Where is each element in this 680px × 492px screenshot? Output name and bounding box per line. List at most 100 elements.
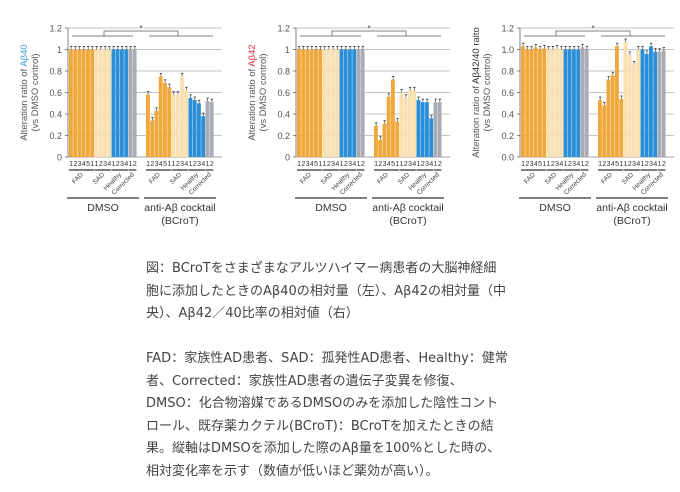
subgroup-label: FAD (299, 171, 313, 185)
bar-number-label: 3 (155, 161, 159, 168)
bar (184, 90, 189, 157)
bar (81, 49, 86, 157)
group-label: anti-Aβ cocktail (144, 202, 215, 214)
bar-number-label: 4 (159, 161, 163, 168)
subgroup-label: SAD (320, 171, 335, 186)
legend-line: ロール、既存薬カクテル(BCroT)：BCroTを加えたときの結 (146, 418, 494, 434)
significance-bracket (103, 30, 179, 36)
group-label: anti-Aβ cocktail (596, 202, 667, 214)
significance-bracket (555, 30, 631, 36)
bar-number-label: 1 (624, 161, 628, 168)
bar-number-label: 5 (86, 161, 90, 168)
bar-number-label: 1 (434, 161, 438, 168)
bar-number-label: 4 (387, 161, 391, 168)
bar-number-label: 3 (408, 161, 412, 168)
bar-number-label: 2 (301, 161, 305, 168)
abeta40-chart: 0 0.2 0.4 0.6 0.8 1 1.2 Alteration ratio of Aβ4… (0, 0, 226, 240)
subgroup-label: FAD (71, 171, 85, 185)
bar-number-label: 4 (559, 161, 563, 168)
bar-number-label: 2 (193, 161, 197, 168)
bar-number-label: 4 (611, 161, 615, 168)
y-tick-label: 0 (285, 153, 290, 163)
bar-number-label: 1 (564, 161, 568, 168)
bar-number-label: 4 (107, 161, 111, 168)
bar-chart-svg: 0.0 0.2 0.4 0.6 0.8 1.0 1.2 Alteration ratio of… (471, 24, 674, 227)
bar (301, 49, 306, 157)
group-label: DMSO (315, 202, 347, 214)
y-axis-label-line2: (vs DMSO control) (30, 53, 41, 131)
bar-number-label: 3 (348, 161, 352, 168)
bar-number-label: 2 (602, 161, 606, 168)
bar-number-label: 4 (534, 161, 538, 168)
bar (128, 49, 133, 157)
bar (175, 94, 180, 157)
bar (120, 49, 124, 157)
bar-number-label: 3 (607, 161, 611, 168)
bar (584, 49, 589, 157)
significance-bracket (331, 30, 407, 36)
bar-number-label: 1 (172, 161, 176, 168)
bar (640, 49, 645, 157)
legend-line: 相対変化率を示す（数値が低いほど薬効が高い）。 (146, 463, 439, 479)
bar-number-label: 5 (391, 161, 395, 168)
bar-number-label: 2 (99, 161, 103, 168)
bar-number-label: 1 (598, 161, 602, 168)
abbreviation-legend: FAD：家族性AD患者、SAD：孤発性AD患者、Healthy：健常 者、Cor… (146, 348, 546, 483)
bar (171, 94, 176, 157)
bar-number-label: 1 (658, 161, 662, 168)
bar (348, 49, 352, 157)
bar-number-label: 4 (653, 161, 657, 168)
bar-number-label: 4 (429, 161, 433, 168)
bar (318, 49, 323, 157)
bar (146, 94, 150, 157)
bar (632, 64, 636, 157)
bar-number-label: 2 (662, 161, 666, 168)
bar-number-label: 4 (82, 161, 86, 168)
bar-number-label: 2 (210, 161, 214, 168)
bar-number-label: 4 (310, 161, 314, 168)
bar-number-label: 2 (133, 161, 137, 168)
group-sublabel: (BCroT) (389, 215, 426, 227)
subgroup-label: SAD (92, 171, 107, 186)
bar-number-label: 2 (551, 161, 555, 168)
bar (77, 49, 82, 157)
bar (546, 49, 551, 157)
bar (154, 110, 159, 157)
bar-number-label: 1 (619, 161, 623, 168)
y-tick-label: 0.8 (501, 67, 514, 77)
bar (529, 49, 534, 157)
bar (111, 49, 116, 157)
y-axis-label: Alteration ratio of Aβ42/40 raito (471, 27, 482, 158)
bar (550, 49, 555, 157)
bar (374, 125, 378, 157)
bar-number-label: 2 (645, 161, 649, 168)
bar (197, 103, 201, 157)
bar-number-label: 2 (150, 161, 154, 168)
group-label: DMSO (539, 202, 571, 214)
bar-number-label: 1 (395, 161, 399, 168)
bar (386, 96, 391, 157)
bar (305, 49, 310, 157)
y-tick-label: 0.4 (501, 110, 514, 120)
y-tick-label: 0.4 (49, 110, 62, 120)
bar (339, 49, 344, 157)
bar-number-label: 2 (378, 161, 382, 168)
bar (521, 46, 525, 157)
y-tick-label: 1.2 (49, 24, 62, 34)
bar (572, 49, 576, 157)
caption-line: 図：BCroTをさまざまなアルツハイマー病患者の大脳神経細 (146, 261, 497, 276)
bar (150, 120, 155, 157)
bar-number-label: 2 (176, 161, 180, 168)
bar-number-label: 4 (335, 161, 339, 168)
bar (403, 97, 408, 157)
bar (94, 49, 99, 157)
bar-number-label: 1 (69, 161, 73, 168)
bar (567, 49, 572, 157)
bar-number-label: 1 (581, 161, 585, 168)
figure-caption: 図：BCroTをさまざまなアルツハイマー病患者の大脳神経細 胞に添加したときのA… (146, 258, 546, 326)
bar (538, 49, 542, 157)
bar-number-label: 1 (323, 161, 327, 168)
bar-number-label: 1 (112, 161, 116, 168)
y-tick-label: 1.0 (501, 45, 514, 55)
subgroup-label: FAD (376, 171, 390, 185)
